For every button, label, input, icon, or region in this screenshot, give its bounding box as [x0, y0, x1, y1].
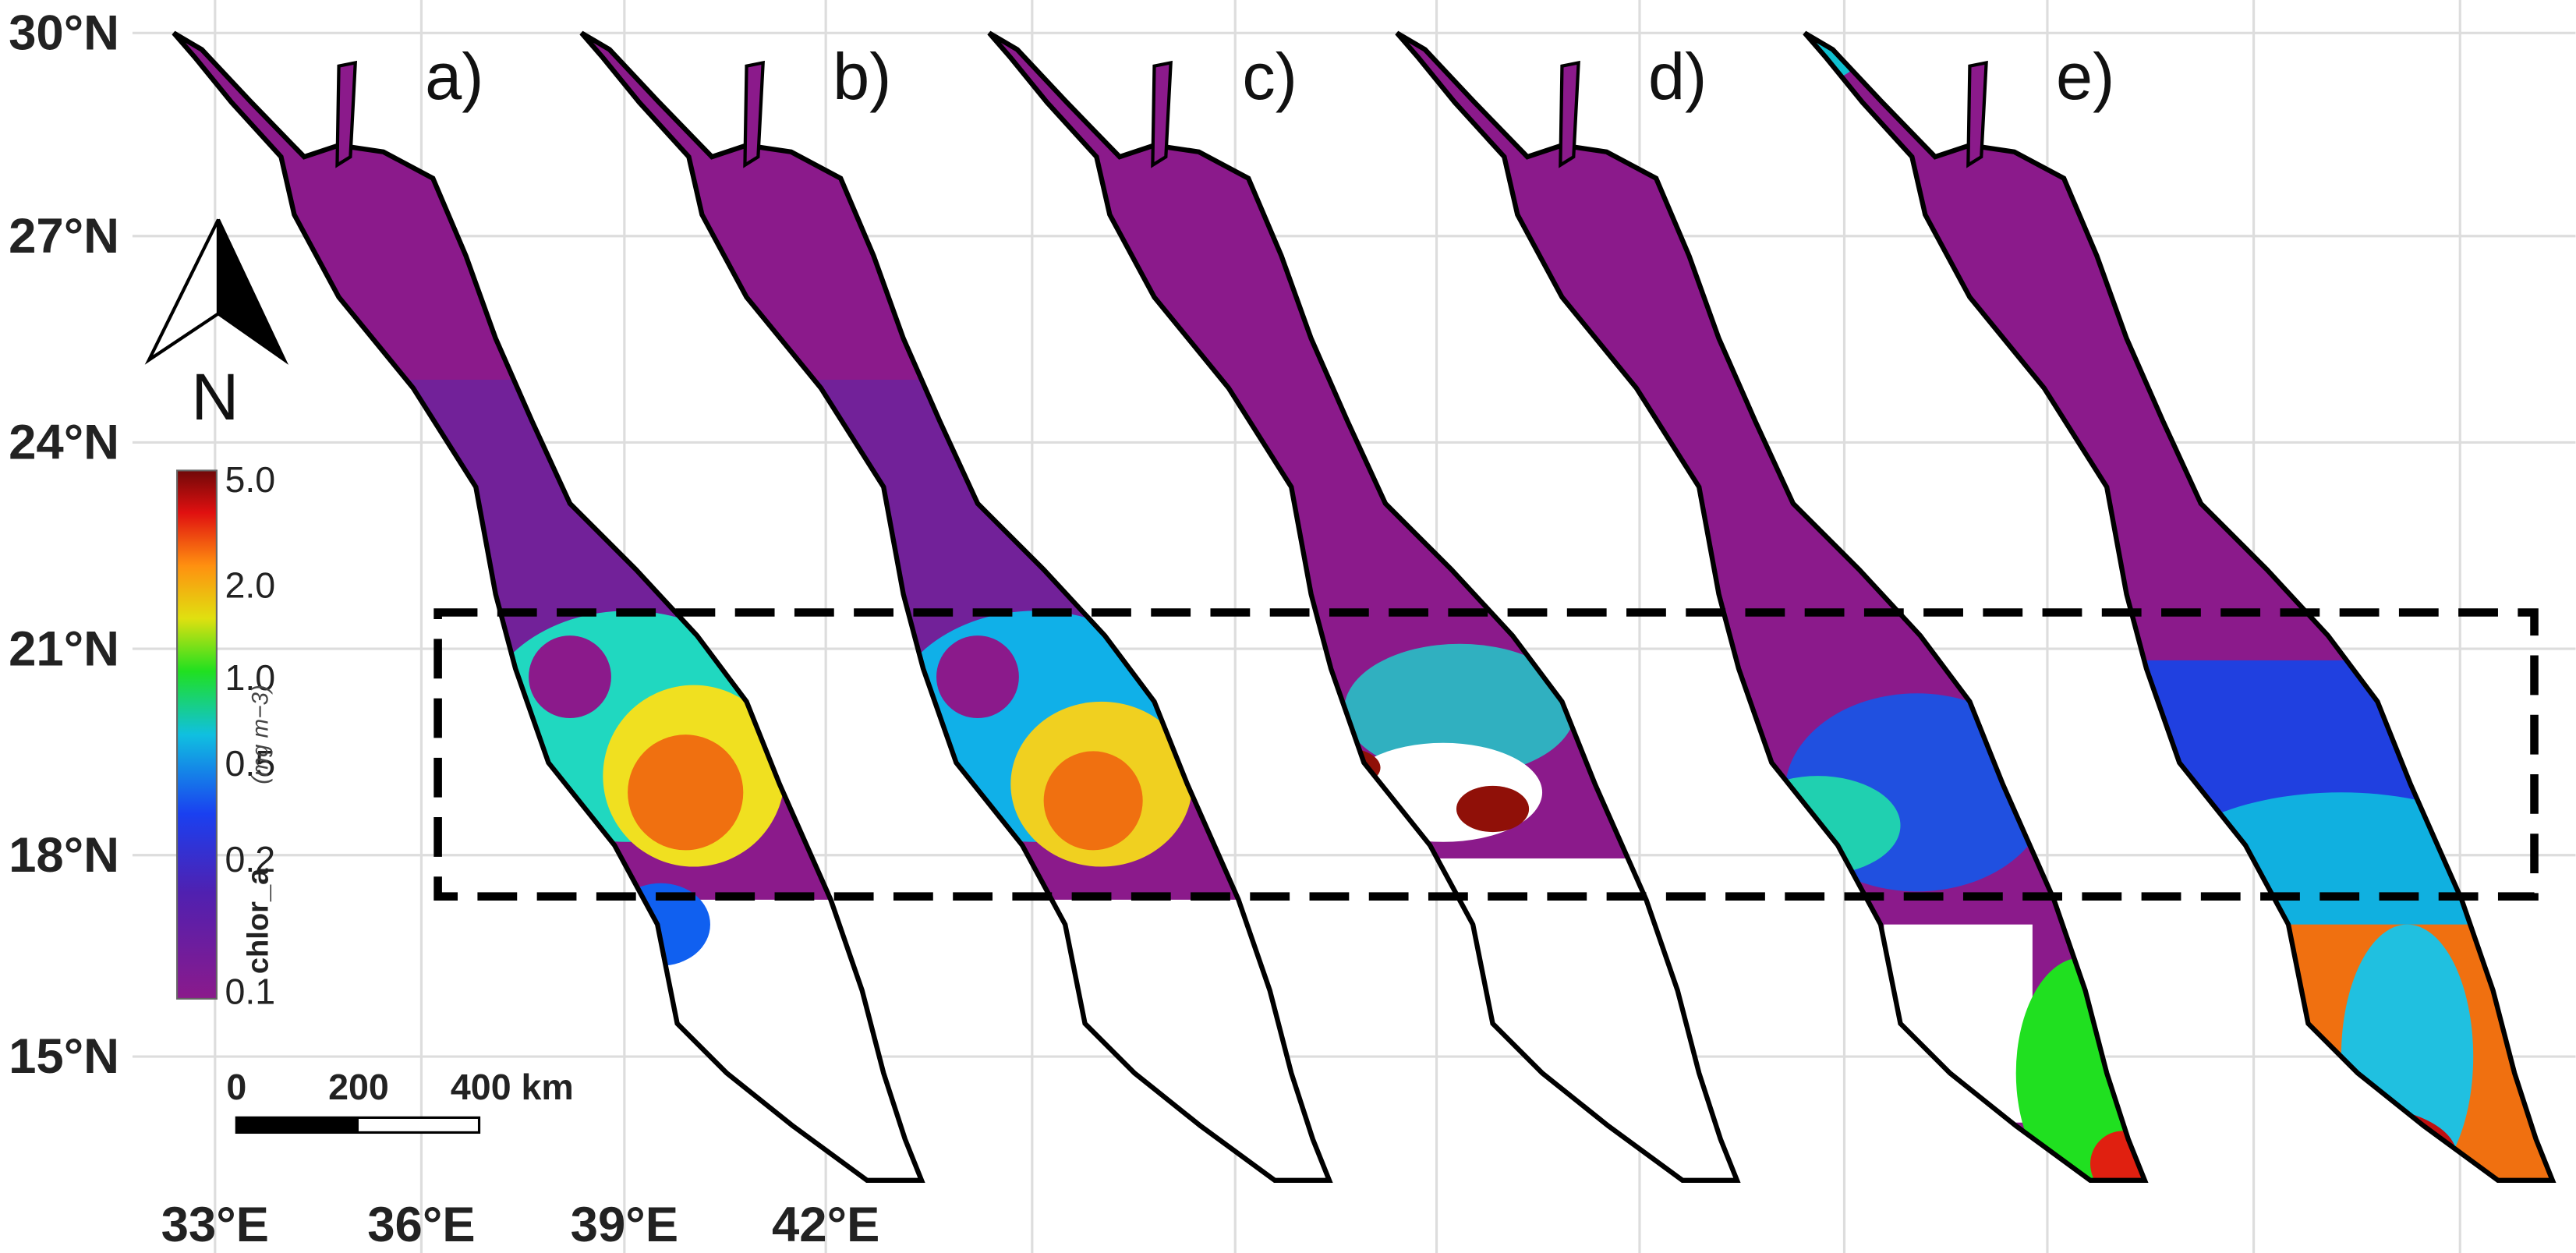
scale-label: 0 [226, 1067, 246, 1107]
colorbar-tick: 0.1 [225, 971, 275, 1011]
north-label: N [191, 359, 239, 434]
lon-label: 39°E [571, 1198, 678, 1252]
lon-label: 33°E [161, 1198, 269, 1252]
lat-label: 21°N [9, 621, 119, 676]
panel-label: a) [425, 39, 483, 113]
colorbar-tick: 1.0 [225, 657, 275, 698]
scale-label: 200 [328, 1067, 389, 1107]
lat-label: 27°N [9, 209, 119, 264]
lat-label: 24°N [9, 416, 119, 470]
panel-label: e) [2056, 39, 2114, 113]
lat-label: 15°N [9, 1029, 119, 1084]
colorbar-unit: (mg m−3) [248, 685, 274, 784]
lon-label: 42°E [772, 1198, 879, 1252]
colorbar-tick: 5.0 [225, 459, 275, 500]
panel-label: d) [1648, 39, 1707, 113]
scale-bar: 0 200 400 km [226, 1067, 574, 1134]
colorbar-tick: 0.2 [225, 839, 275, 880]
colorbar: 5.0 2.0 1.0 0.5 0.2 0.1 chlor_a (mg m−3) [176, 459, 275, 1011]
colorbar-label: chlor_a [242, 868, 275, 974]
panel-label: c) [1242, 39, 1297, 113]
north-arrow: N [144, 218, 289, 434]
lat-label: 18°N [9, 828, 119, 883]
panel-label: b) [833, 39, 891, 113]
colorbar-tick: 2.0 [225, 565, 275, 605]
scale-label: 400 km [451, 1067, 574, 1107]
colorbar-tick: 0.5 [225, 743, 275, 784]
focus-box [433, 608, 2539, 901]
lon-label: 36°E [367, 1198, 475, 1252]
lat-label: 30°N [9, 6, 119, 61]
